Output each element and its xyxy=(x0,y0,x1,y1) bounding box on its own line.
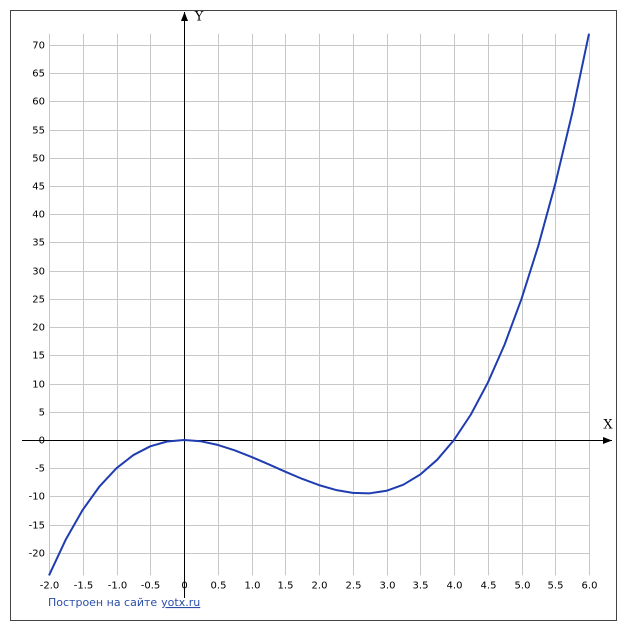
footer-text: Построен на сайте xyxy=(48,596,157,609)
y-tick-label: 40 xyxy=(32,210,45,221)
x-axis-arrow xyxy=(603,437,612,444)
y-tick-label: 55 xyxy=(32,126,45,137)
x-tick-label: 4.5 xyxy=(481,580,497,591)
x-axis-label: X xyxy=(603,418,613,433)
y-tick-label: 45 xyxy=(32,182,45,193)
y-tick-label: 70 xyxy=(32,41,45,52)
x-tick-label: 0 xyxy=(181,580,187,591)
y-tick-label: 10 xyxy=(32,380,45,391)
x-tick-label: -1.5 xyxy=(74,580,94,591)
y-tick-label: 35 xyxy=(32,238,45,249)
x-tick-label: 1.0 xyxy=(245,580,261,591)
grid xyxy=(49,33,590,576)
y-tick-label: -10 xyxy=(29,492,45,503)
y-tick-label: 0 xyxy=(39,436,45,447)
x-tick-label: -1.0 xyxy=(108,580,128,591)
y-tick-label: -5 xyxy=(35,464,45,475)
x-tick-label: 4.0 xyxy=(447,580,463,591)
y-tick-label: 5 xyxy=(39,408,45,419)
y-tick-label: -15 xyxy=(29,521,45,532)
footer-link[interactable]: yotx.ru xyxy=(161,596,200,609)
x-tick-label: 2.0 xyxy=(312,580,328,591)
x-tick-label: 6.0 xyxy=(582,580,598,591)
x-tick-label: 0.5 xyxy=(211,580,227,591)
y-tick-label: 60 xyxy=(32,97,45,108)
y-tick-label: 15 xyxy=(32,351,45,362)
x-tick-label: -0.5 xyxy=(141,580,161,591)
y-axis-arrow xyxy=(181,12,188,21)
x-tick-label: 3.0 xyxy=(380,580,396,591)
frame xyxy=(10,10,617,621)
y-tick-label: 20 xyxy=(32,323,45,334)
y-tick-label: 50 xyxy=(32,154,45,165)
x-tick-label: 2.5 xyxy=(346,580,362,591)
x-tick-label: 1.5 xyxy=(278,580,294,591)
y-tick-label: -20 xyxy=(29,549,45,560)
x-tick-label: 5.0 xyxy=(515,580,531,591)
x-tick-label: -2.0 xyxy=(40,580,60,591)
x-tick-label: 3.5 xyxy=(413,580,429,591)
curve xyxy=(48,33,590,576)
x-tick-label: 5.5 xyxy=(548,580,564,591)
axes xyxy=(22,12,612,598)
y-tick-label: 30 xyxy=(32,267,45,278)
y-tick-label: 25 xyxy=(32,295,45,306)
y-axis-label: Y xyxy=(194,10,204,25)
y-tick-label: 65 xyxy=(32,69,45,80)
